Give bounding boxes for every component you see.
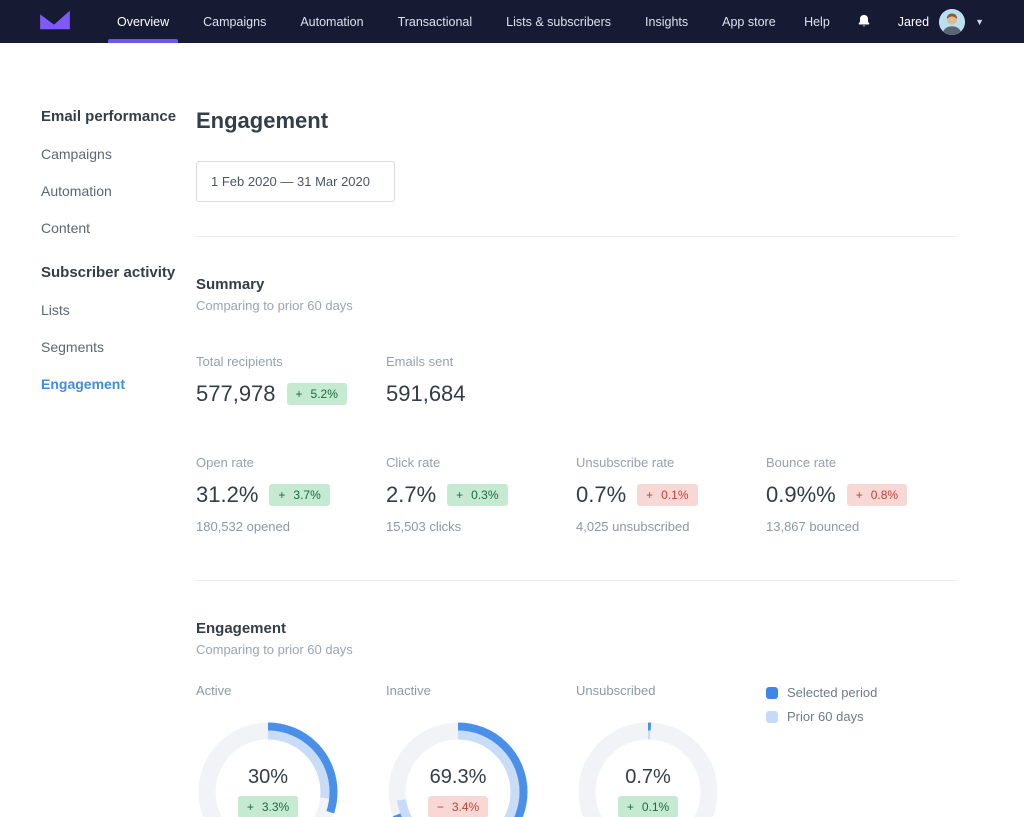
donut-title: Inactive <box>386 683 431 698</box>
nav-tab-campaigns[interactable]: Campaigns <box>203 14 267 29</box>
section-divider <box>196 580 956 581</box>
summary-subheading: Comparing to prior 60 days <box>196 298 353 313</box>
sidebar-item-content[interactable]: Content <box>41 220 91 236</box>
chevron-down-icon: ▼ <box>975 16 984 27</box>
nav-tab-overview[interactable]: Overview <box>100 0 186 43</box>
user-avatar <box>939 8 966 35</box>
user-name: Jared <box>897 14 930 29</box>
nav-tab-lists-subscribers[interactable]: Lists & subscribers <box>506 14 612 29</box>
nav-tab-automation[interactable]: Automation <box>300 14 364 29</box>
date-range-picker[interactable]: 1 Feb 2020 — 31 Mar 2020 <box>196 161 395 202</box>
sidebar-item-automation[interactable]: Automation <box>41 183 112 199</box>
campaign-monitor-logo-icon <box>40 6 70 37</box>
help-link[interactable]: Help <box>804 14 830 29</box>
metric-value: 577,978 <box>196 381 276 406</box>
metric-open-rate: Open rate 31.2% +3.7% 180,532 opened <box>196 455 386 534</box>
sidebar: Email performance Campaigns Automation C… <box>0 108 196 817</box>
page-content: Email performance Campaigns Automation C… <box>0 43 1024 817</box>
section-divider <box>196 236 956 237</box>
sidebar-item-segments[interactable]: Segments <box>41 339 105 355</box>
metric-label: Total recipients <box>196 354 283 369</box>
main-panel: Engagement 1 Feb 2020 — 31 Mar 2020 Summ… <box>196 108 956 817</box>
nav-tab-insights[interactable]: Insights <box>645 14 689 29</box>
legend-selected-period: Selected period <box>766 685 956 700</box>
legend-swatch-selected <box>766 686 778 699</box>
donut-active: Active 30% +3.3% <box>196 683 386 817</box>
nav-right-group: Help Jared ▼ <box>804 0 1024 43</box>
sidebar-section-subscriber-activity: Subscriber activity Lists Segments Engag… <box>41 264 196 392</box>
nav-tab-transactional[interactable]: Transactional <box>397 14 473 29</box>
metric-label: Open rate <box>196 455 254 470</box>
metric-emails-sent: Emails sent 591,684 <box>386 354 576 407</box>
donut-unsubscribed: Unsubscribed 0.7% +0.1% <box>576 683 766 817</box>
metric-value: 591,684 <box>386 381 466 406</box>
delta-badge: +0.8% <box>846 484 908 506</box>
top-navbar: Overview Campaigns Automation Transactio… <box>0 0 1024 43</box>
donut-value: 0.7% <box>625 766 671 788</box>
sidebar-item-lists[interactable]: Lists <box>41 302 70 318</box>
sidebar-item-campaigns[interactable]: Campaigns <box>41 146 112 162</box>
engagement-subheading: Comparing to prior 60 days <box>196 642 353 657</box>
donut-value: 30% <box>247 766 289 788</box>
metric-value: 31.2% <box>196 482 259 507</box>
nav-tab-app-store[interactable]: App store <box>722 14 776 29</box>
donut-chart-active: 30% +3.3% <box>196 720 340 817</box>
metric-value: 0.7% <box>576 482 627 507</box>
donut-legend: Selected period Prior 60 days <box>766 683 956 817</box>
delta-badge: +3.7% <box>269 484 330 506</box>
metric-total-recipients: Total recipients 577,978 +5.2% <box>196 354 386 407</box>
primary-nav: Overview Campaigns Automation Transactio… <box>100 0 793 43</box>
metric-detail: 4,025 unsubscribed <box>576 519 690 534</box>
metric-unsubscribe-rate: Unsubscribe rate 0.7% +0.1% 4,025 unsubs… <box>576 455 766 534</box>
donut-title: Unsubscribed <box>576 683 656 698</box>
metric-label: Emails sent <box>386 354 454 369</box>
delta-badge: +0.3% <box>447 484 508 506</box>
legend-swatch-prior <box>766 710 778 723</box>
donut-chart-inactive: 69.3% −3.4% <box>386 720 530 817</box>
sidebar-item-engagement[interactable]: Engagement <box>41 376 126 392</box>
metric-bounce-rate: Bounce rate 0.9%% +0.8% 13,867 bounced <box>766 455 956 534</box>
delta-badge: +3.3% <box>237 796 299 817</box>
notifications-bell-icon[interactable] <box>856 13 872 30</box>
summary-metrics-row1: Total recipients 577,978 +5.2% Emails se… <box>196 354 956 407</box>
engagement-heading: Engagement <box>196 620 287 637</box>
donut-chart-unsubscribed: 0.7% +0.1% <box>576 720 720 817</box>
engagement-donuts-row: Active 30% +3.3% Inact <box>196 683 956 817</box>
metric-label: Click rate <box>386 455 441 470</box>
legend-label: Prior 60 days <box>787 709 864 724</box>
metric-click-rate: Click rate 2.7% +0.3% 15,503 clicks <box>386 455 576 534</box>
donut-value: 69.3% <box>429 766 487 788</box>
legend-prior-60-days: Prior 60 days <box>766 709 956 724</box>
metric-value: 0.9%% <box>766 482 836 507</box>
metric-label: Unsubscribe rate <box>576 455 675 470</box>
delta-badge: +5.2% <box>286 383 347 405</box>
donut-title: Active <box>196 683 232 698</box>
user-menu[interactable]: Jared ▼ <box>897 8 984 35</box>
metric-detail: 15,503 clicks <box>386 519 462 534</box>
sidebar-heading-subscriber-activity: Subscriber activity <box>41 264 176 281</box>
donut-inactive: Inactive 69.3% −3.4% <box>386 683 576 817</box>
brand-logo[interactable] <box>40 0 70 43</box>
metric-detail: 13,867 bounced <box>766 519 860 534</box>
nav-spacer <box>793 0 804 43</box>
sidebar-heading-email-performance: Email performance <box>41 108 177 125</box>
delta-badge: −3.4% <box>427 796 489 817</box>
sidebar-section-email-performance: Email performance Campaigns Automation C… <box>41 108 196 236</box>
legend-label: Selected period <box>787 685 878 700</box>
delta-badge: +0.1% <box>637 484 698 506</box>
delta-badge: +0.1% <box>617 796 679 817</box>
summary-metrics-row2: Open rate 31.2% +3.7% 180,532 opened Cli… <box>196 455 956 534</box>
summary-heading: Summary <box>196 276 265 293</box>
metric-detail: 180,532 opened <box>196 519 290 534</box>
page-title: Engagement <box>196 108 329 133</box>
metric-value: 2.7% <box>386 482 437 507</box>
metric-label: Bounce rate <box>766 455 837 470</box>
